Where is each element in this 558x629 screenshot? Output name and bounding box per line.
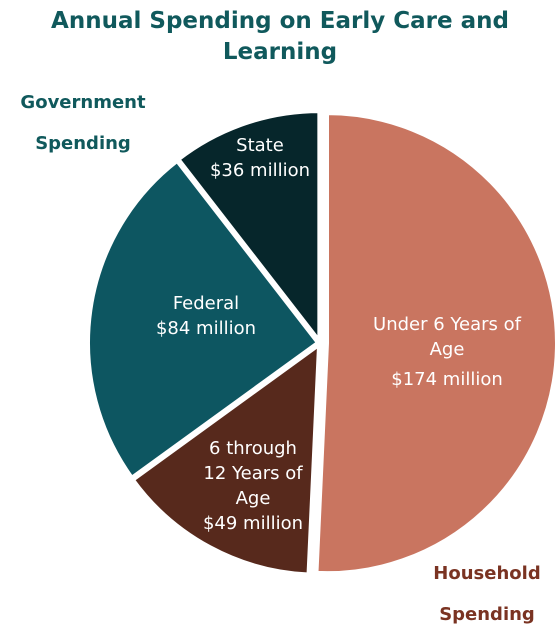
slice-label: Federal	[172, 293, 240, 314]
value-label: $49 million	[202, 513, 304, 534]
group-label: Household Spending	[433, 563, 541, 625]
group-label: Government Spending	[20, 92, 146, 154]
pie-slice	[86, 158, 321, 481]
value-label: $36 million	[209, 160, 311, 181]
pie-slice	[314, 111, 558, 576]
chart-title: Annual Spending on Early Care and Learni…	[51, 8, 509, 65]
slice-label: State	[236, 135, 284, 156]
slice-label: Under 6 Years of Age	[373, 314, 521, 360]
value-label: $174 million	[391, 369, 503, 390]
pie-slice	[130, 340, 322, 577]
pie-slice	[175, 109, 322, 347]
value-label: $84 million	[155, 318, 257, 339]
slice-label: 6 through 12 Years of Age	[203, 438, 303, 509]
